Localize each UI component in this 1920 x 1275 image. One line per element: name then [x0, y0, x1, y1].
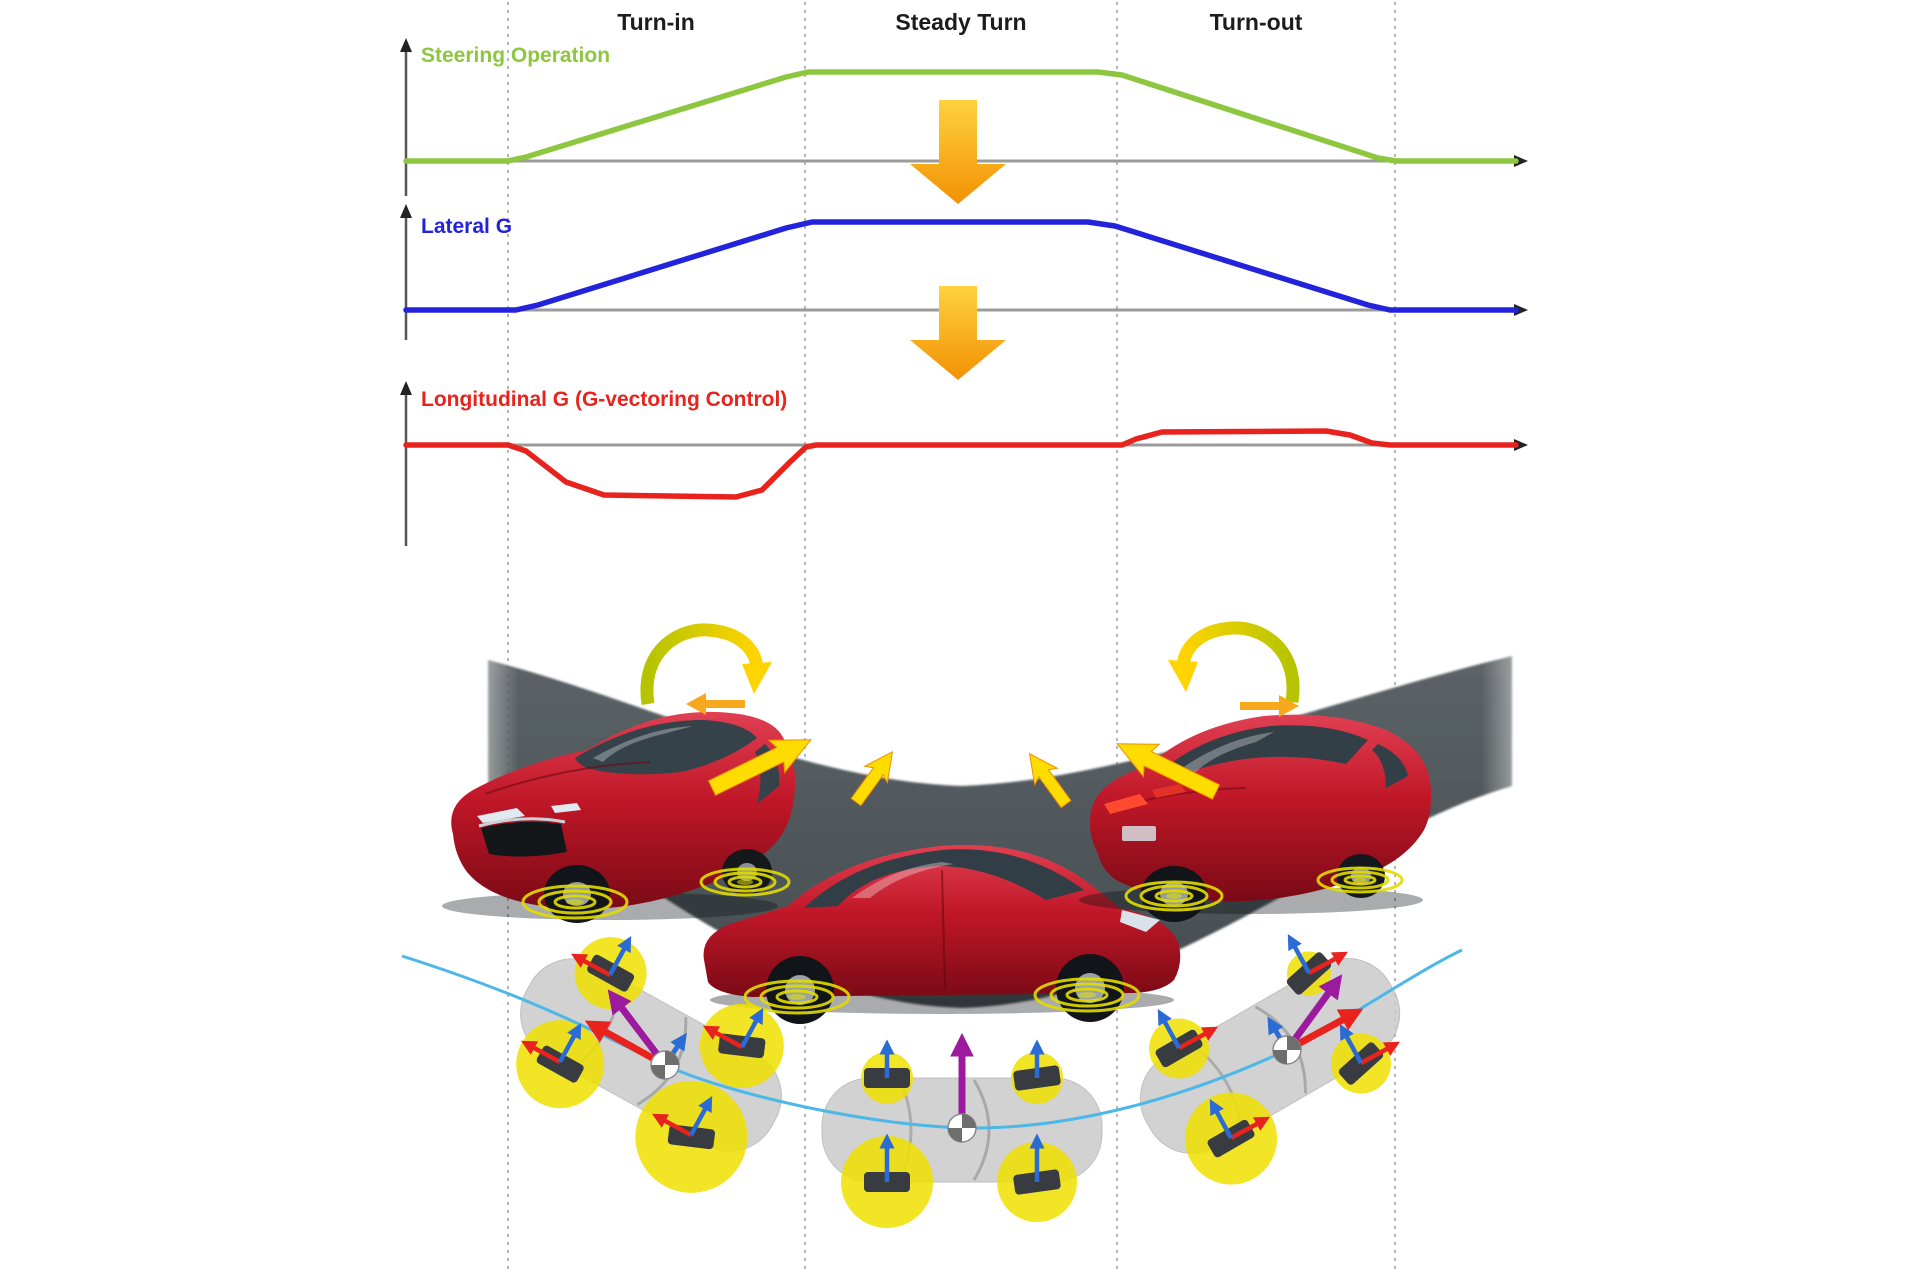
grille-chrome	[478, 817, 566, 828]
x-axis-arrowhead-icon	[1514, 439, 1528, 451]
yaw-small-arrow-left-icon	[686, 693, 745, 715]
tire-decel-arrow	[520, 1040, 562, 1064]
longitudinal-g-chart-label: Longitudinal G (G-vectoring Control)	[421, 388, 787, 411]
tire-force-arrows-turn-in	[520, 935, 764, 1137]
g-arrow-icon	[1028, 752, 1072, 809]
tire-accel-arrow	[1307, 951, 1349, 975]
hood-line	[484, 761, 651, 795]
tire-decel-arrow	[570, 953, 612, 977]
tire-accel-arrow	[1177, 1026, 1219, 1050]
y-axis-arrowhead-icon	[400, 204, 412, 218]
tire-lateral-arrow	[558, 1022, 582, 1064]
door-line	[941, 869, 946, 991]
steering-series-line	[403, 69, 1519, 164]
ripple-icon	[1124, 880, 1224, 912]
tire-force-arrows-turn-out	[1157, 933, 1401, 1140]
lateral-g-series-line	[403, 219, 1519, 313]
phase-label-steady-turn: Steady Turn	[895, 9, 1026, 35]
road-scene	[442, 621, 1512, 1024]
flow-arrow-down-icon	[910, 100, 1006, 204]
lateral-g-chart-label: Lateral G	[421, 215, 512, 238]
window-shine	[852, 862, 954, 898]
grille	[481, 821, 567, 857]
tire-accel-arrow	[1229, 1116, 1271, 1140]
yaw-arc-left-head-icon	[742, 662, 772, 694]
phase-dividers	[507, 2, 1396, 1272]
flow-arrow-down-icon	[910, 286, 1006, 380]
ripple-icon	[1033, 977, 1141, 1013]
taillight	[1104, 794, 1148, 814]
longitudinal-g-chart: Longitudinal G (G-vectoring Control)	[400, 381, 1528, 546]
ripple-icon	[699, 867, 791, 897]
headlight	[551, 803, 581, 813]
cg-ball-icon	[650, 1050, 680, 1080]
force-schematic	[401, 933, 1463, 1228]
tire-lateral-arrow	[1157, 1008, 1181, 1050]
flow-arrows	[910, 100, 1006, 380]
yaw-arrows	[640, 621, 1300, 717]
ripple-icon	[1316, 866, 1404, 894]
y-axis-arrowhead-icon	[400, 38, 412, 52]
tire-ripples	[521, 866, 1404, 1015]
yaw-arc-right-head-icon	[1168, 660, 1198, 692]
phase-label-turn-in: Turn-in	[617, 9, 695, 35]
tire-decel-arrow	[702, 1025, 744, 1049]
tire-lateral-arrow	[740, 1007, 764, 1049]
cg-ball-icon	[1272, 1035, 1302, 1065]
greenhouse-windows	[804, 849, 1084, 908]
ripple-icon	[521, 884, 629, 920]
license-plate	[1122, 826, 1156, 841]
x-axis-arrowhead-icon	[1514, 155, 1528, 167]
yaw-arc-left-icon	[640, 623, 764, 705]
tire-decel-arrow	[651, 1113, 693, 1137]
wheel-block	[1286, 952, 1332, 995]
tire-lateral-arrow	[1339, 1023, 1363, 1065]
g-arrow-icon	[707, 739, 812, 796]
tire-lateral-arrow	[689, 1095, 713, 1137]
longitudinal-g-series-line	[403, 428, 1519, 500]
tire-lateral-arrow	[608, 935, 632, 977]
ripple-icon	[743, 979, 851, 1015]
wheel-block	[1338, 1042, 1384, 1085]
tire-accel-arrow	[1359, 1041, 1401, 1065]
windshield-line	[972, 1079, 991, 1181]
rear-window	[1160, 725, 1368, 780]
g-arrow-icon	[850, 750, 894, 807]
steering-chart-label: Steering Operation	[421, 44, 610, 67]
headlight	[477, 808, 525, 823]
side-window	[1372, 744, 1408, 788]
headlight	[1120, 910, 1160, 932]
tire-force-arrows-steady	[879, 1039, 1045, 1182]
windshield	[575, 720, 757, 775]
phase-label-turn-out: Turn-out	[1210, 9, 1303, 35]
cg-ball-icon	[947, 1113, 977, 1143]
tire-lateral-arrow	[1209, 1098, 1233, 1140]
y-axis-arrowhead-icon	[400, 381, 412, 395]
window-shine	[1182, 732, 1274, 772]
cg-balls	[650, 1035, 1302, 1143]
x-axis-arrowhead-icon	[1514, 304, 1528, 316]
tire-lateral-arrow	[1287, 933, 1311, 975]
taillight	[1152, 784, 1186, 798]
yaw-arc-right-icon	[1176, 621, 1300, 703]
g-direction-arrows	[707, 739, 1221, 809]
g-arrow-icon	[1116, 743, 1221, 800]
yaw-small-arrow-right-icon	[1240, 695, 1299, 717]
window-shine	[593, 726, 693, 762]
